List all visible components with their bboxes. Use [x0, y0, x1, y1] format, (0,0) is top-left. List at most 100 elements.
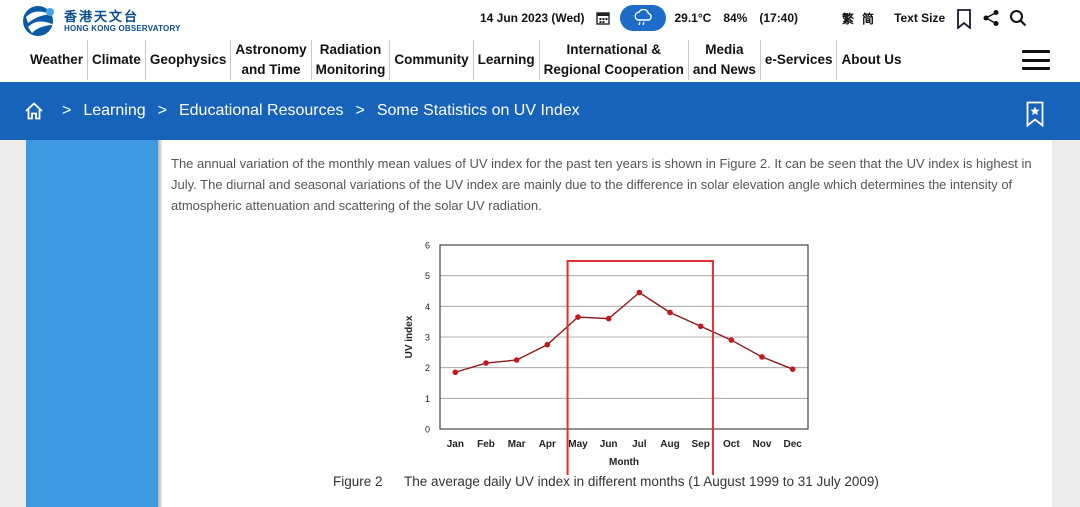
- chart-x-tick-label: Aug: [660, 439, 679, 450]
- weather-icon-button[interactable]: [620, 5, 667, 31]
- weather-cloud-rain-icon: [635, 9, 653, 26]
- breadcrumb-educational-resources[interactable]: Educational Resources: [178, 102, 344, 119]
- figure-caption-text: The average daily UV index in different …: [404, 474, 879, 489]
- breadcrumb: > Learning > Educational Resources > Som…: [24, 82, 580, 140]
- nav-about-us-label: About Us: [841, 51, 902, 67]
- chart-y-axis-label: UV index: [404, 315, 415, 358]
- chart-x-tick-label: Jul: [632, 439, 647, 450]
- chart-x-tick-label: Oct: [723, 439, 740, 450]
- calendar-icon[interactable]: [596, 11, 611, 25]
- uv-index-chart-svg: 0 1 2 3 4 5 6 Jan Feb Mar Apr May Jun Jul Aug Sep Oct Nov…: [404, 241, 809, 487]
- nav-community-label: Community: [394, 51, 469, 67]
- nav-media-line2: and News: [692, 62, 756, 77]
- lang-traditional-link[interactable]: 繁: [842, 11, 855, 26]
- chart-data-point: [636, 289, 643, 296]
- nav-about-us[interactable]: About Us: [837, 40, 905, 80]
- chart-y-tick-label: 2: [425, 363, 430, 373]
- figure-caption: Figure 2 The average daily UV index in d…: [333, 474, 879, 489]
- chart-y-tick-label: 4: [425, 302, 430, 312]
- breadcrumb-current-page: Some Statistics on UV Index: [376, 102, 580, 119]
- chart-x-tick-label: Feb: [477, 439, 495, 450]
- nav-geophysics-label: Geophysics: [149, 51, 227, 67]
- breadcrumb-bar: > Learning > Educational Resources > Som…: [0, 82, 1080, 140]
- utility-bar: 14 Jun 2023 (Wed) 29.1°C 84% (17:40) 繁 简…: [480, 4, 1036, 32]
- chart-data-point: [789, 366, 796, 372]
- reading-time: (17:40): [759, 11, 799, 25]
- breadcrumb-separator: >: [355, 102, 365, 119]
- chart-x-tick-label: May: [568, 439, 588, 450]
- chart-x-tick-label: Mar: [508, 439, 526, 450]
- nav-media-and-news[interactable]: Media and News: [689, 40, 761, 80]
- uv-description-paragraph: The annual variation of the monthly mean…: [171, 156, 1032, 213]
- nav-learning[interactable]: Learning: [474, 40, 540, 80]
- nav-astronomy-and-time[interactable]: Astronomy and Time: [231, 40, 312, 80]
- chart-x-axis-label: Month: [609, 457, 639, 468]
- logo-chinese-name: 香港天文台: [64, 8, 140, 24]
- temperature-reading[interactable]: 29.1°C: [674, 11, 712, 25]
- logo-english-name: HONG KONG OBSERVATORY: [64, 23, 181, 33]
- share-icon[interactable]: [982, 9, 1000, 27]
- chart-data-point: [697, 323, 704, 330]
- chart-data-point: [575, 314, 581, 320]
- top-header: 香港天文台 HONG KONG OBSERVATORY 14 Jun 2023 …: [0, 0, 1080, 82]
- menu-icon[interactable]: [1022, 50, 1050, 70]
- nav-climate-label: Climate: [92, 51, 141, 67]
- chart-x-tick-label: Jan: [447, 439, 464, 450]
- current-date: 14 Jun 2023 (Wed): [480, 11, 585, 25]
- chart-x-tick-label: Dec: [783, 439, 802, 450]
- nav-e-services[interactable]: e-Services: [761, 40, 838, 80]
- side-panel-shadow: [158, 140, 162, 507]
- chart-x-tick-label: Sep: [691, 439, 709, 450]
- main-content: The annual variation of the monthly mean…: [162, 140, 1052, 507]
- text-size-button[interactable]: Text Size: [894, 11, 946, 25]
- nav-media-line1: Media: [705, 41, 744, 57]
- lang-simplified-link[interactable]: 简: [862, 11, 875, 26]
- add-bookmark-icon[interactable]: [1026, 101, 1044, 127]
- nav-geophysics[interactable]: Geophysics: [146, 40, 232, 80]
- figure-number: Figure 2: [333, 474, 383, 489]
- nav-weather-label: Weather: [30, 51, 84, 67]
- search-icon[interactable]: [1009, 9, 1027, 27]
- nav-climate[interactable]: Climate: [88, 40, 146, 80]
- nav-international-line1: International &: [566, 41, 661, 57]
- hko-logo-icon: [23, 6, 54, 36]
- chart-data-point: [605, 315, 612, 322]
- home-icon[interactable]: [24, 101, 44, 121]
- nav-international-line2: Regional Cooperation: [543, 62, 684, 77]
- chart-plot-frame: [439, 244, 809, 430]
- chart-x-tick-label: Jun: [600, 439, 618, 450]
- nav-weather[interactable]: Weather: [26, 40, 89, 80]
- chart-data-point: [544, 341, 551, 348]
- nav-radiation-monitoring[interactable]: Radiation Monitoring: [312, 40, 391, 80]
- chart-series-line: [455, 291, 793, 373]
- nav-radiation-line2: Monitoring: [315, 62, 386, 77]
- breadcrumb-learning[interactable]: Learning: [83, 102, 146, 119]
- chart-y-tick-label: 3: [425, 333, 430, 343]
- nav-astronomy-line2: and Time: [241, 62, 301, 77]
- hko-logo[interactable]: 香港天文台 HONG KONG OBSERVATORY: [22, 5, 192, 37]
- nav-e-services-label: e-Services: [764, 51, 833, 67]
- uv-index-chart: 0 1 2 3 4 5 6 Jan Feb Mar Apr May Jun Jul Aug Sep Oct Nov…: [398, 239, 818, 487]
- nav-astronomy-line1: Astronomy: [235, 41, 307, 57]
- chart-x-tick-label: Apr: [539, 439, 556, 450]
- nav-learning-label: Learning: [477, 51, 535, 67]
- chart-data-point: [452, 369, 459, 376]
- breadcrumb-separator: >: [62, 102, 72, 119]
- humidity-reading[interactable]: 84%: [723, 11, 748, 25]
- chart-y-tick-label: 6: [425, 241, 430, 251]
- chart-y-tick-label: 5: [425, 271, 430, 281]
- breadcrumb-separator: >: [157, 102, 167, 119]
- nav-international-cooperation[interactable]: International & Regional Cooperation: [540, 40, 689, 80]
- chart-data-point: [759, 354, 765, 360]
- nav-radiation-line1: Radiation: [319, 41, 382, 57]
- chart-data-point: [513, 357, 520, 363]
- chart-data-point: [483, 360, 489, 366]
- nav-community[interactable]: Community: [390, 40, 474, 80]
- side-panel: [26, 140, 158, 507]
- bookmark-icon[interactable]: [955, 9, 973, 29]
- chart-y-tick-label: 0: [425, 425, 430, 435]
- chart-y-tick-label: 1: [425, 394, 430, 404]
- chart-data-point: [667, 309, 673, 316]
- chart-data-point: [728, 337, 735, 343]
- main-nav: Weather Climate Geophysics Astronomy and …: [26, 40, 905, 80]
